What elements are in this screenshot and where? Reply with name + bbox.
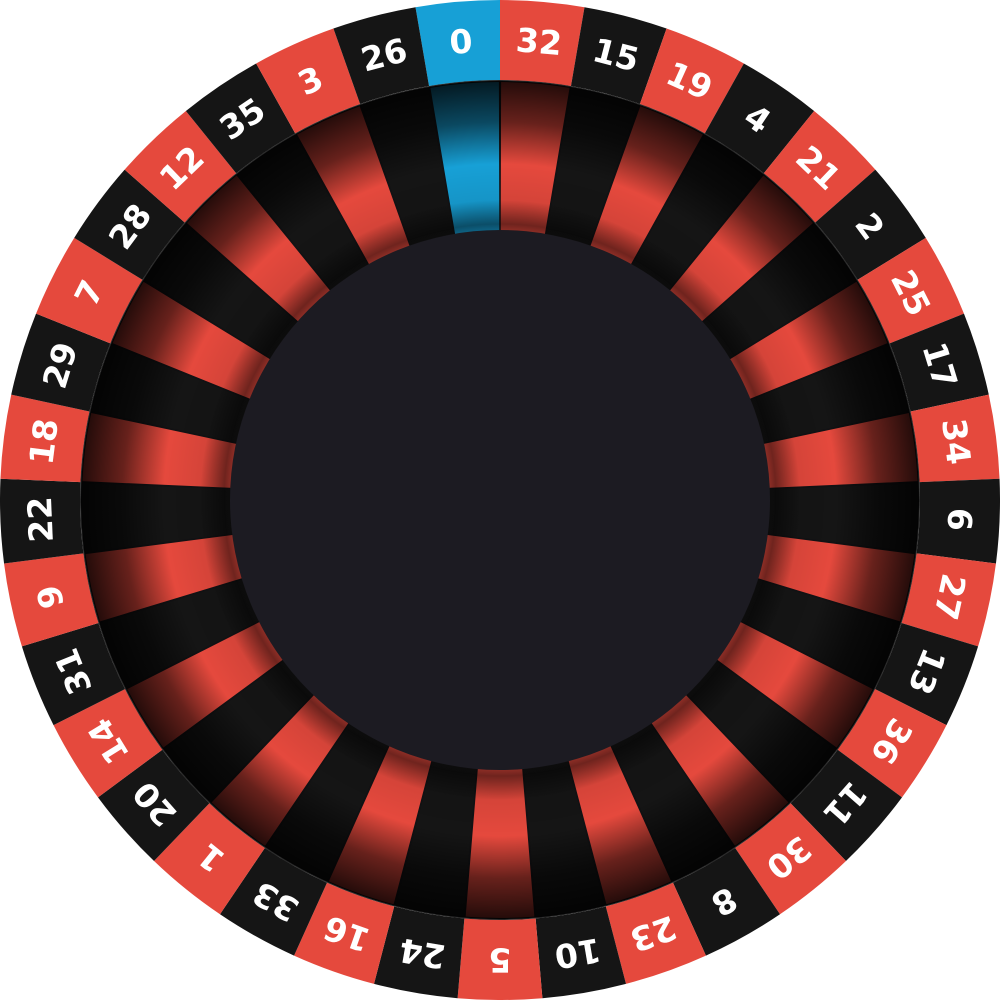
number-pocket-17[interactable]	[889, 313, 989, 412]
wheel-hub	[230, 230, 770, 770]
pocket-number-label: 5	[489, 941, 512, 980]
number-pocket-23[interactable]	[605, 882, 706, 984]
number-pocket-10[interactable]	[535, 906, 626, 999]
pocket-number-label: 18	[21, 416, 66, 467]
number-pocket-4[interactable]	[704, 63, 815, 174]
number-pocket-22[interactable]	[0, 478, 84, 564]
number-pocket-20[interactable]	[98, 749, 210, 861]
number-pocket-14[interactable]	[53, 689, 163, 798]
pocket-number-label: 34	[934, 416, 979, 467]
number-pocket-6[interactable]	[916, 478, 1000, 564]
pocket-number-label: 0	[448, 21, 474, 62]
number-pocket-35[interactable]	[185, 63, 296, 174]
number-pocket-8[interactable]	[672, 847, 780, 956]
number-pocket-11[interactable]	[790, 749, 902, 861]
pocket-number-label: 27	[926, 570, 974, 623]
number-pocket-28[interactable]	[74, 169, 185, 280]
number-pocket-19[interactable]	[639, 28, 744, 134]
number-pocket-29[interactable]	[11, 313, 111, 412]
number-pocket-0[interactable]	[415, 0, 500, 87]
number-pocket-32[interactable]	[500, 0, 585, 87]
number-pocket-36[interactable]	[837, 689, 947, 798]
pocket-number-label: 32	[514, 20, 563, 63]
number-pocket-25[interactable]	[857, 237, 964, 344]
number-pocket-7[interactable]	[36, 237, 143, 344]
number-pocket-13[interactable]	[875, 622, 979, 726]
number-pocket-3[interactable]	[256, 28, 361, 134]
number-pocket-12[interactable]	[124, 110, 237, 223]
number-pocket-34[interactable]	[910, 394, 1000, 483]
pocket-number-label: 22	[20, 496, 61, 544]
number-pocket-24[interactable]	[374, 906, 465, 999]
number-pocket-21[interactable]	[763, 110, 876, 223]
number-pocket-16[interactable]	[294, 882, 395, 984]
number-pocket-15[interactable]	[570, 7, 667, 104]
number-pocket-31[interactable]	[21, 622, 125, 726]
pocket-number-label: 6	[940, 507, 980, 532]
pocket-number-label: 24	[396, 930, 448, 976]
number-pocket-26[interactable]	[333, 7, 430, 104]
number-pocket-5[interactable]	[457, 918, 543, 1000]
number-pocket-30[interactable]	[735, 803, 846, 915]
number-pocket-9[interactable]	[4, 553, 99, 647]
number-pocket-2[interactable]	[815, 169, 926, 280]
number-pocket-33[interactable]	[220, 847, 328, 956]
number-pocket-18[interactable]	[0, 394, 90, 483]
pocket-number-label: 10	[552, 930, 604, 976]
number-pocket-1[interactable]	[154, 803, 265, 915]
number-pocket-27[interactable]	[901, 553, 996, 647]
